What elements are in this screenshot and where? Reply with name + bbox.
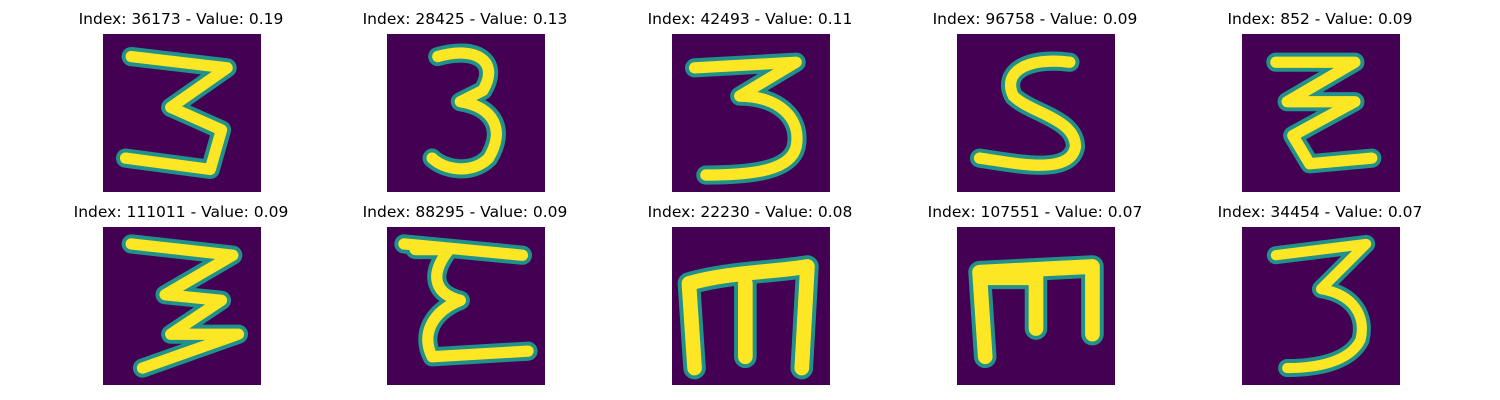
panel-title: Index: 28425 - Value: 0.13 (315, 10, 615, 28)
panel-title: Index: 36173 - Value: 0.19 (31, 10, 331, 28)
panel-9: Index: 107551 - Value: 0.07 (885, 193, 1185, 383)
panel-6: Index: 111011 - Value: 0.09 (31, 193, 331, 383)
panel-title: Index: 34454 - Value: 0.07 (1170, 203, 1470, 221)
panel-10: Index: 34454 - Value: 0.07 (1170, 193, 1470, 383)
panel-8: Index: 22230 - Value: 0.08 (600, 193, 900, 383)
panel-1: Index: 36173 - Value: 0.19 (31, 0, 331, 190)
digit-image (672, 34, 830, 192)
digit-image (387, 227, 545, 385)
digit-image (672, 227, 830, 385)
digit-image (103, 227, 261, 385)
digit-image (957, 34, 1115, 192)
panel-title: Index: 107551 - Value: 0.07 (885, 203, 1185, 221)
panel-title: Index: 111011 - Value: 0.09 (31, 203, 331, 221)
panel-2: Index: 28425 - Value: 0.13 (315, 0, 615, 190)
digit-image (103, 34, 261, 192)
panel-4: Index: 96758 - Value: 0.09 (885, 0, 1185, 190)
panel-title: Index: 22230 - Value: 0.08 (600, 203, 900, 221)
panel-3: Index: 42493 - Value: 0.11 (600, 0, 900, 190)
digit-image (1242, 34, 1400, 192)
panel-title: Index: 42493 - Value: 0.11 (600, 10, 900, 28)
digit-image (957, 227, 1115, 385)
panel-title: Index: 852 - Value: 0.09 (1170, 10, 1470, 28)
panel-title: Index: 88295 - Value: 0.09 (315, 203, 615, 221)
digit-image (387, 34, 545, 192)
panel-7: Index: 88295 - Value: 0.09 (315, 193, 615, 383)
panel-5: Index: 852 - Value: 0.09 (1170, 0, 1470, 190)
digit-image (1242, 227, 1400, 385)
panel-title: Index: 96758 - Value: 0.09 (885, 10, 1185, 28)
